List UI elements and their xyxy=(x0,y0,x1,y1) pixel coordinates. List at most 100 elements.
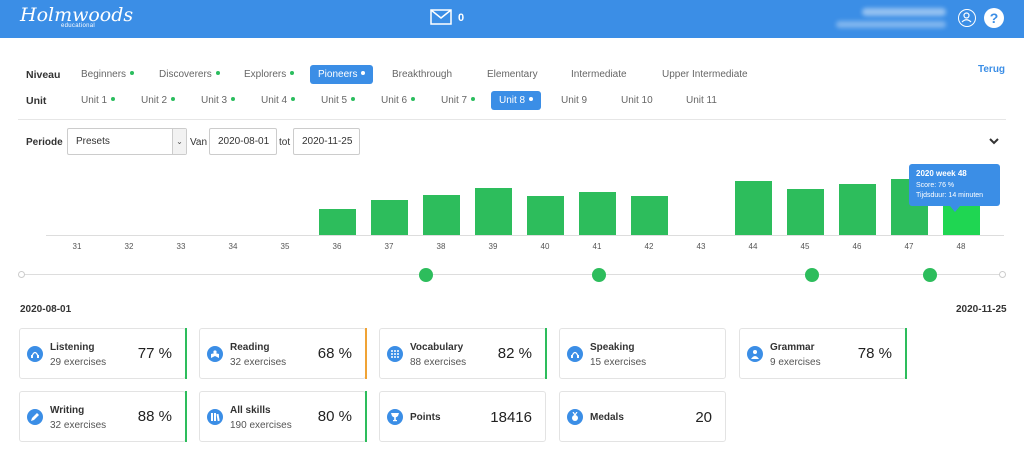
level-tab-explorers[interactable]: Explorers xyxy=(244,65,295,84)
collapse-chevron-icon[interactable] xyxy=(988,136,1000,146)
completed-dot-icon xyxy=(130,71,135,76)
range-track[interactable] xyxy=(22,274,1004,275)
back-link[interactable]: Terug xyxy=(978,64,1006,75)
headphones-icon xyxy=(27,346,43,362)
skill-card-listening[interactable]: Listening 29 exercises 77 % xyxy=(19,328,187,379)
level-tab-label: Elementary xyxy=(487,69,538,80)
unit-tab-label: Unit 6 xyxy=(381,95,408,106)
unit-tab-label: Unit 1 xyxy=(81,95,108,106)
chart-bar[interactable] xyxy=(475,188,512,235)
x-tick-label: 48 xyxy=(956,242,966,251)
unit-tab-unit-3[interactable]: Unit 3 xyxy=(201,91,236,110)
unit-tab-unit-1[interactable]: Unit 1 xyxy=(81,91,116,110)
unit-tab-label: Unit 2 xyxy=(141,95,168,106)
unit-tab-label: Unit 10 xyxy=(621,95,653,106)
level-tab-breakthrough[interactable]: Breakthrough xyxy=(392,65,452,84)
level-tab-label: Upper Intermediate xyxy=(662,69,748,80)
level-tab-discoverers[interactable]: Discoverers xyxy=(159,65,220,84)
skill-value: 78 % xyxy=(857,345,892,362)
unit-tab-label: Unit 11 xyxy=(686,95,717,106)
books-icon xyxy=(207,409,223,425)
completed-dot-icon xyxy=(411,97,416,102)
chart-bar[interactable] xyxy=(527,196,564,235)
reading-icon xyxy=(207,346,223,362)
van-label: Van xyxy=(190,137,208,148)
x-tick-label: 41 xyxy=(592,242,602,251)
skill-value: 18416 xyxy=(490,409,532,426)
unit-tab-unit-6[interactable]: Unit 6 xyxy=(381,91,416,110)
chart-bar[interactable] xyxy=(423,195,460,235)
medal-icon xyxy=(567,409,583,425)
unit-tab-label: Unit 7 xyxy=(441,95,468,106)
range-start-marker[interactable] xyxy=(18,271,25,278)
chart-bar[interactable] xyxy=(839,184,876,235)
completed-dot-icon xyxy=(215,71,220,76)
skill-value: 20 xyxy=(695,409,712,426)
chart-bar[interactable] xyxy=(631,196,668,235)
level-tab-elementary[interactable]: Elementary xyxy=(487,65,538,84)
skill-status-bar xyxy=(905,328,907,379)
tooltip-duration: Tijdsduur: 14 minuten xyxy=(916,192,984,199)
level-tab-intermediate[interactable]: Intermediate xyxy=(571,65,627,84)
range-handle[interactable] xyxy=(923,268,937,282)
preset-value: Presets xyxy=(76,136,110,147)
skill-card-grammar[interactable]: Grammar 9 exercises 78 % xyxy=(739,328,907,379)
skill-name: Speaking xyxy=(590,342,635,353)
level-tab-pioneers[interactable]: Pioneers xyxy=(310,65,374,84)
skill-card-medals[interactable]: Medals 20 xyxy=(559,391,726,442)
skill-name: Listening xyxy=(50,342,95,353)
skill-card-reading[interactable]: Reading 32 exercises 68 % xyxy=(199,328,367,379)
level-tab-label: Beginners xyxy=(81,69,127,80)
x-axis xyxy=(46,235,1004,236)
niveau-label: Niveau xyxy=(26,69,61,81)
preset-select[interactable]: Presets ⌄ xyxy=(67,128,187,155)
chart-bar[interactable] xyxy=(319,209,356,235)
level-tab-upper-intermediate[interactable]: Upper Intermediate xyxy=(662,65,748,84)
period-label: Periode xyxy=(26,137,63,148)
unit-tab-unit-5[interactable]: Unit 5 xyxy=(321,91,356,110)
range-handle[interactable] xyxy=(419,268,433,282)
chart-bar[interactable] xyxy=(579,192,616,235)
person-icon xyxy=(747,346,763,362)
unit-tab-unit-9[interactable]: Unit 9 xyxy=(561,91,587,110)
skill-card-speaking[interactable]: Speaking 15 exercises xyxy=(559,328,726,379)
logo[interactable]: Holmwoods xyxy=(20,4,134,26)
mail-icon[interactable] xyxy=(430,9,452,25)
date-to-input[interactable]: 2020-11-25 xyxy=(293,128,360,155)
unit-tab-unit-10[interactable]: Unit 10 xyxy=(621,91,653,110)
skill-value: 68 % xyxy=(317,345,352,362)
skill-card-vocabulary[interactable]: Vocabulary 88 exercises 82 % xyxy=(379,328,547,379)
skill-card-writing[interactable]: Writing 32 exercises 88 % xyxy=(19,391,187,442)
completed-dot-icon xyxy=(471,97,476,102)
range-handle[interactable] xyxy=(805,268,819,282)
skill-status-bar xyxy=(365,391,367,442)
help-icon[interactable]: ? xyxy=(984,8,1004,28)
chart-bar[interactable] xyxy=(371,200,408,235)
unit-tab-unit-7[interactable]: Unit 7 xyxy=(441,91,476,110)
unit-tab-unit-4[interactable]: Unit 4 xyxy=(261,91,296,110)
grid-icon xyxy=(387,346,403,362)
skill-status-bar xyxy=(185,391,187,442)
level-tab-label: Breakthrough xyxy=(392,69,453,80)
skill-card-all-skills[interactable]: All skills 190 exercises 80 % xyxy=(199,391,367,442)
user-icon[interactable] xyxy=(958,9,976,27)
unit-tab-unit-11[interactable]: Unit 11 xyxy=(686,91,717,110)
skill-status-bar xyxy=(185,328,187,379)
skill-value: 80 % xyxy=(317,408,352,425)
unit-tab-label: Unit 8 xyxy=(499,95,526,106)
x-tick-label: 47 xyxy=(904,242,914,251)
date-from-input[interactable]: 2020-08-01 xyxy=(209,128,277,155)
top-bar: Holmwoods educational 0 ? xyxy=(0,0,1024,38)
skill-card-points[interactable]: Points 18416 xyxy=(379,391,546,442)
level-tab-beginners[interactable]: Beginners xyxy=(81,65,135,84)
chart-tooltip: 2020 week 48 Score: 76 % Tijdsduur: 14 m… xyxy=(909,164,1000,206)
unit-tab-unit-8[interactable]: Unit 8 xyxy=(491,91,542,110)
chart-bar[interactable] xyxy=(787,189,824,235)
unit-tab-unit-2[interactable]: Unit 2 xyxy=(141,91,176,110)
chart-bar[interactable] xyxy=(735,181,772,235)
completed-dot-icon xyxy=(171,97,176,102)
range-handle[interactable] xyxy=(592,268,606,282)
user-name-blurred xyxy=(800,6,950,32)
range-end-marker[interactable] xyxy=(999,271,1006,278)
skill-exercises: 32 exercises xyxy=(50,420,107,431)
